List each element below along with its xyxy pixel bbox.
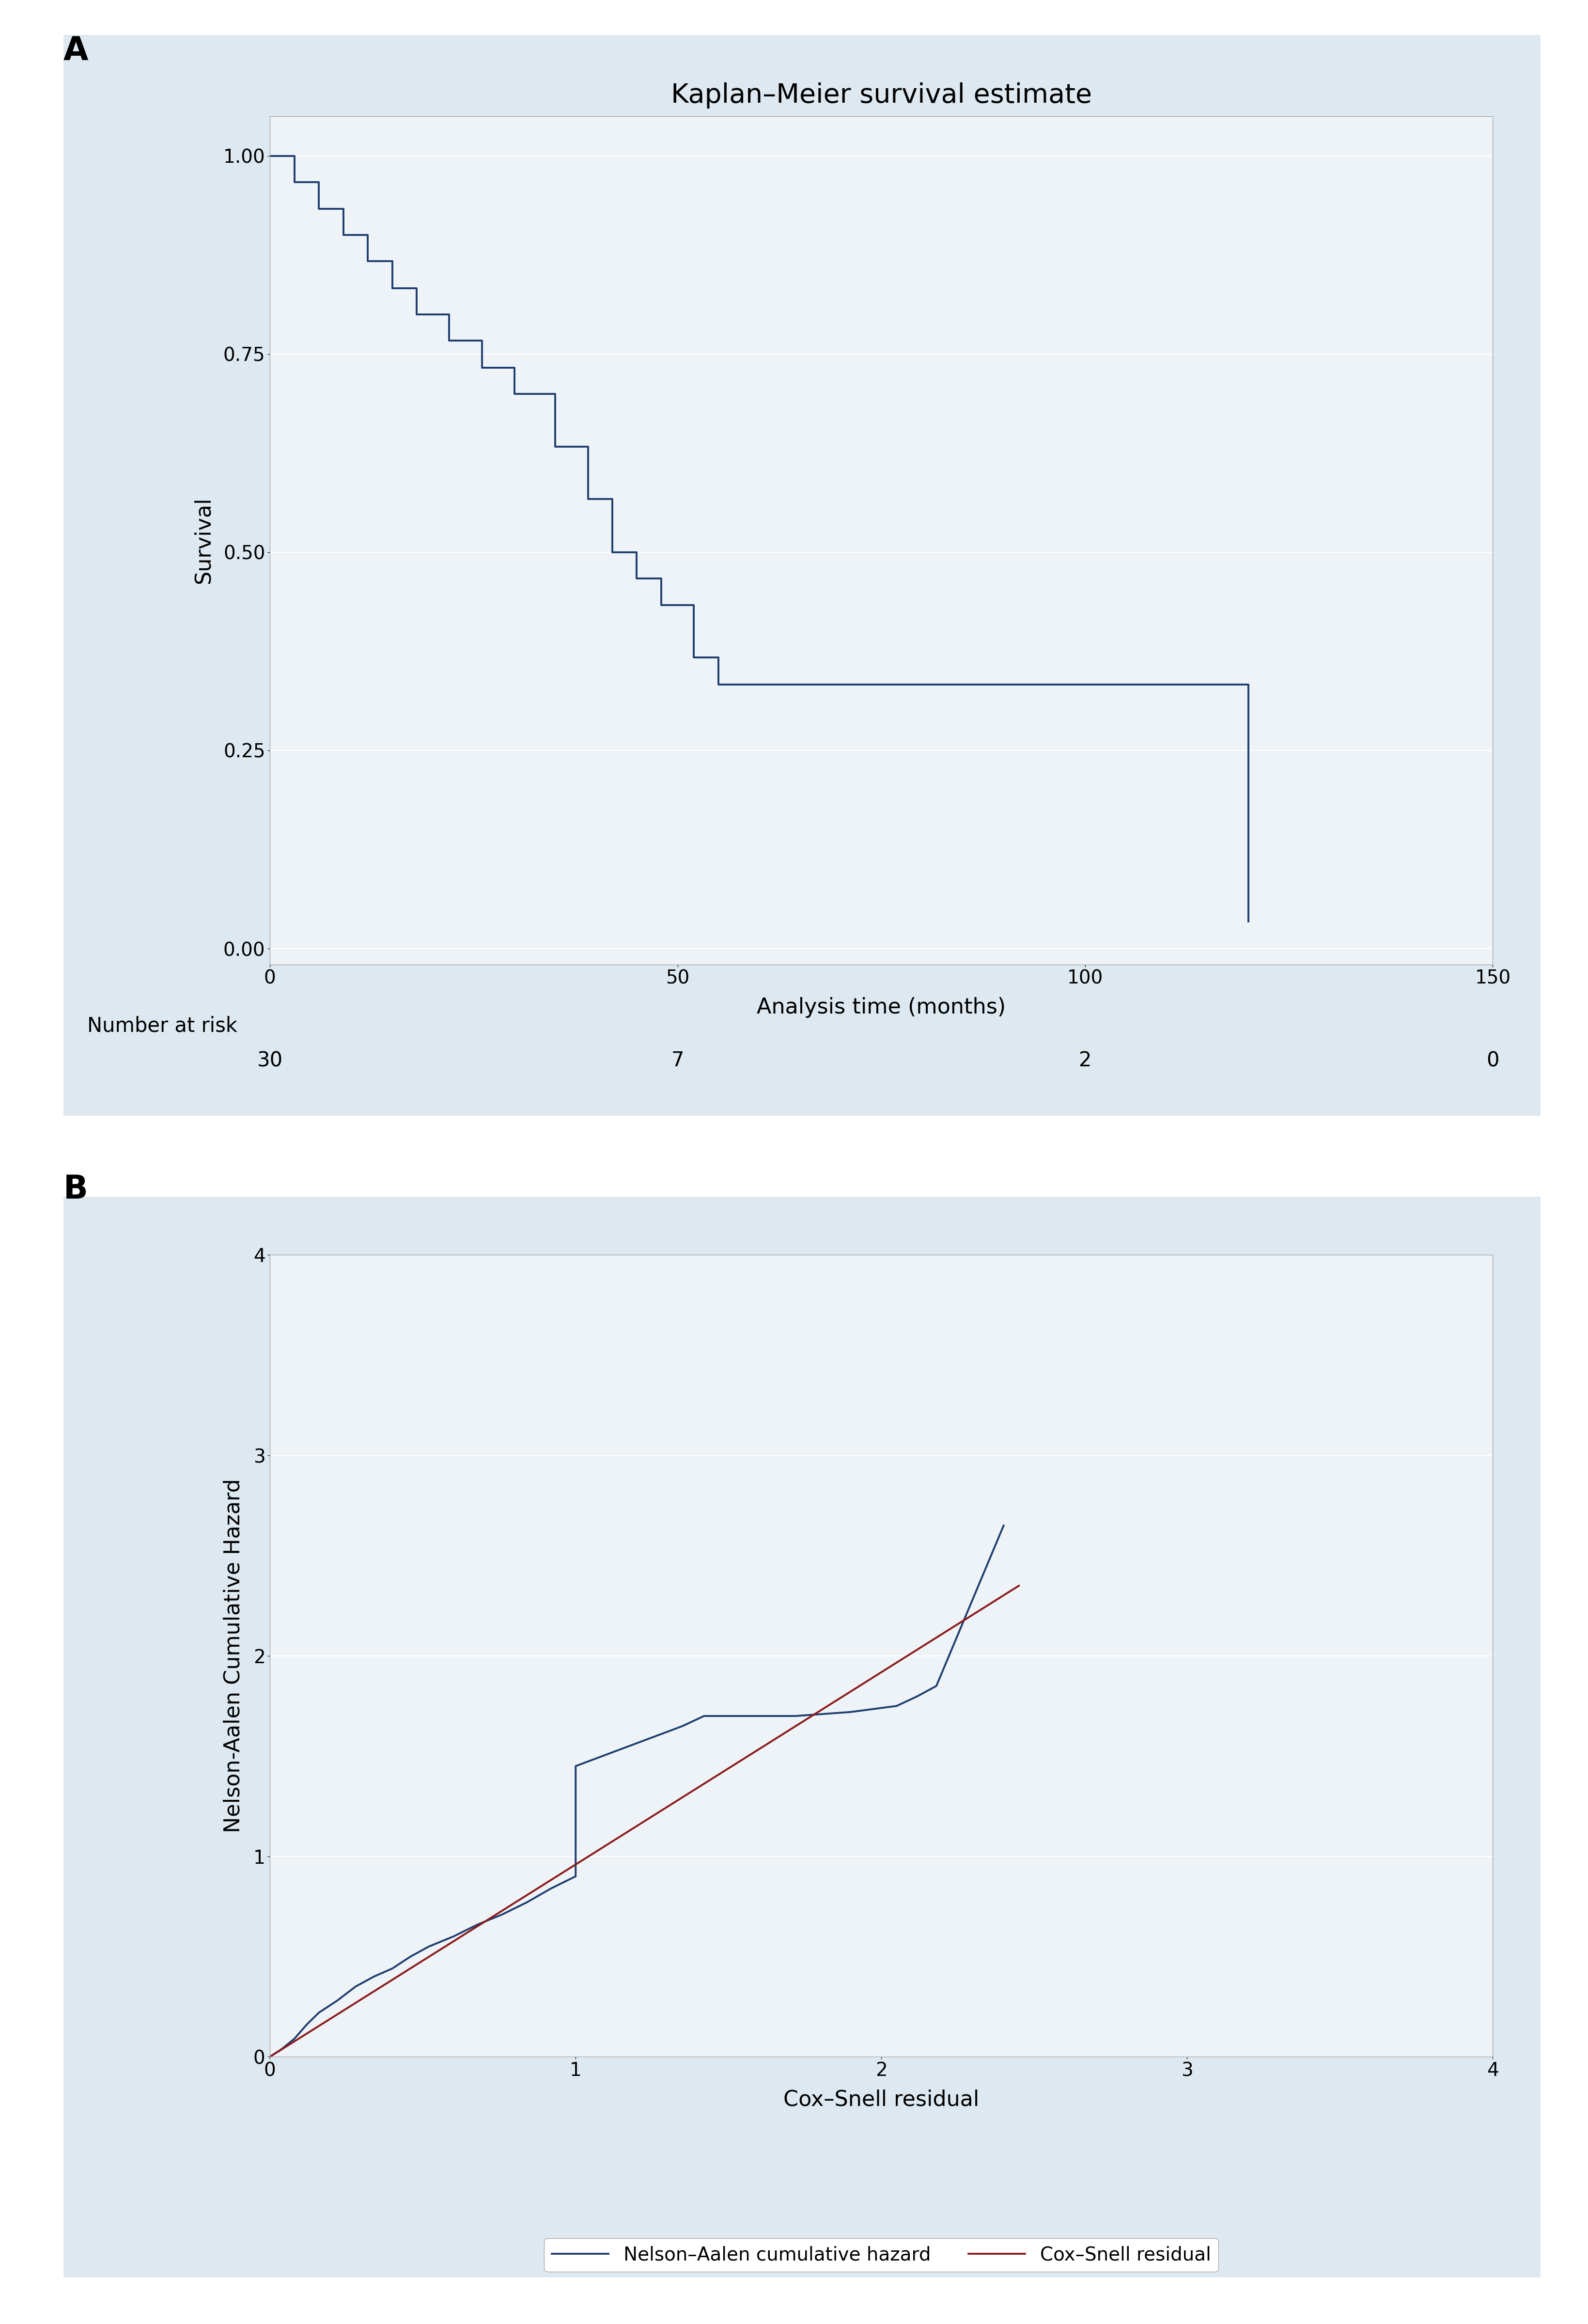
Y-axis label: Survival: Survival <box>194 497 214 583</box>
Text: 30: 30 <box>257 1050 283 1071</box>
X-axis label: Cox–Snell residual: Cox–Snell residual <box>783 2089 980 2110</box>
Text: 7: 7 <box>672 1050 684 1071</box>
Legend: Nelson–Aalen cumulative hazard, Cox–Snell residual: Nelson–Aalen cumulative hazard, Cox–Snel… <box>545 2238 1218 2273</box>
Y-axis label: Nelson-Aalen Cumulative Hazard: Nelson-Aalen Cumulative Hazard <box>222 1478 245 1834</box>
Text: 0: 0 <box>1486 1050 1499 1071</box>
Text: A: A <box>64 35 89 67</box>
X-axis label: Analysis time (months): Analysis time (months) <box>757 997 1005 1018</box>
Title: Kaplan–Meier survival estimate: Kaplan–Meier survival estimate <box>670 81 1093 109</box>
Text: B: B <box>64 1174 87 1206</box>
Text: Number at risk: Number at risk <box>87 1016 238 1037</box>
Text: 2: 2 <box>1078 1050 1091 1071</box>
